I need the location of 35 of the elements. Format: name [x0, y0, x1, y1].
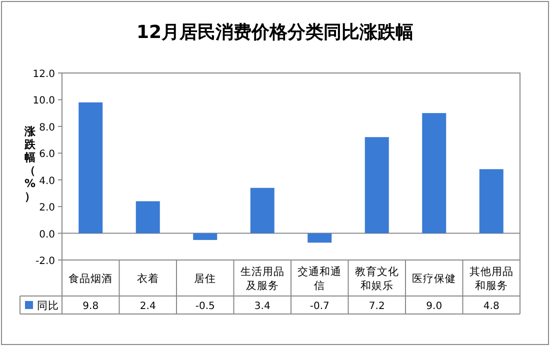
bar	[308, 233, 332, 243]
y-tick-label: -2.0	[35, 256, 55, 267]
x-tick-label: 其他用品和服务	[469, 265, 514, 292]
data-label: 4.8	[483, 301, 500, 312]
x-tick-label: 医疗保健	[412, 272, 456, 285]
data-label: 2.4	[140, 301, 156, 312]
data-label: 9.0	[426, 301, 442, 312]
bar	[78, 102, 103, 234]
x-tick-label: 生活用品及服务	[240, 265, 284, 292]
data-label: 9.8	[82, 301, 99, 312]
data-label: -0.7	[310, 301, 330, 312]
bar	[136, 201, 160, 234]
data-label: 3.4	[254, 301, 270, 312]
y-tick-label: 2.0	[39, 202, 55, 214]
legend-label: 同比	[37, 299, 59, 312]
bar	[250, 188, 274, 234]
x-tick-label: 交通和通信	[298, 265, 342, 292]
y-axis-title: 涨跌幅（%）	[24, 125, 36, 203]
bar	[479, 169, 504, 234]
y-tick-label: 0.0	[39, 229, 55, 240]
x-tick-label: 居住	[194, 273, 216, 285]
x-tick-label: 衣着	[136, 272, 159, 285]
y-tick-label: 4.0	[39, 176, 55, 187]
y-tick-label: 10.0	[32, 96, 55, 107]
y-tick-label: 8.0	[39, 122, 55, 134]
data-label: -0.5	[195, 301, 215, 312]
y-tick-label: 12.0	[32, 69, 55, 80]
bar	[422, 113, 446, 234]
y-tick-label: 6.0	[39, 149, 55, 160]
x-tick-label: 食品烟酒	[68, 272, 113, 285]
chart-title: 12月居民消费价格分类同比涨跌幅	[136, 22, 414, 43]
bar	[193, 233, 218, 240]
x-tick-label: 教育文化和娱乐	[354, 265, 399, 292]
data-label: 7.2	[368, 301, 385, 312]
bar	[364, 137, 389, 234]
